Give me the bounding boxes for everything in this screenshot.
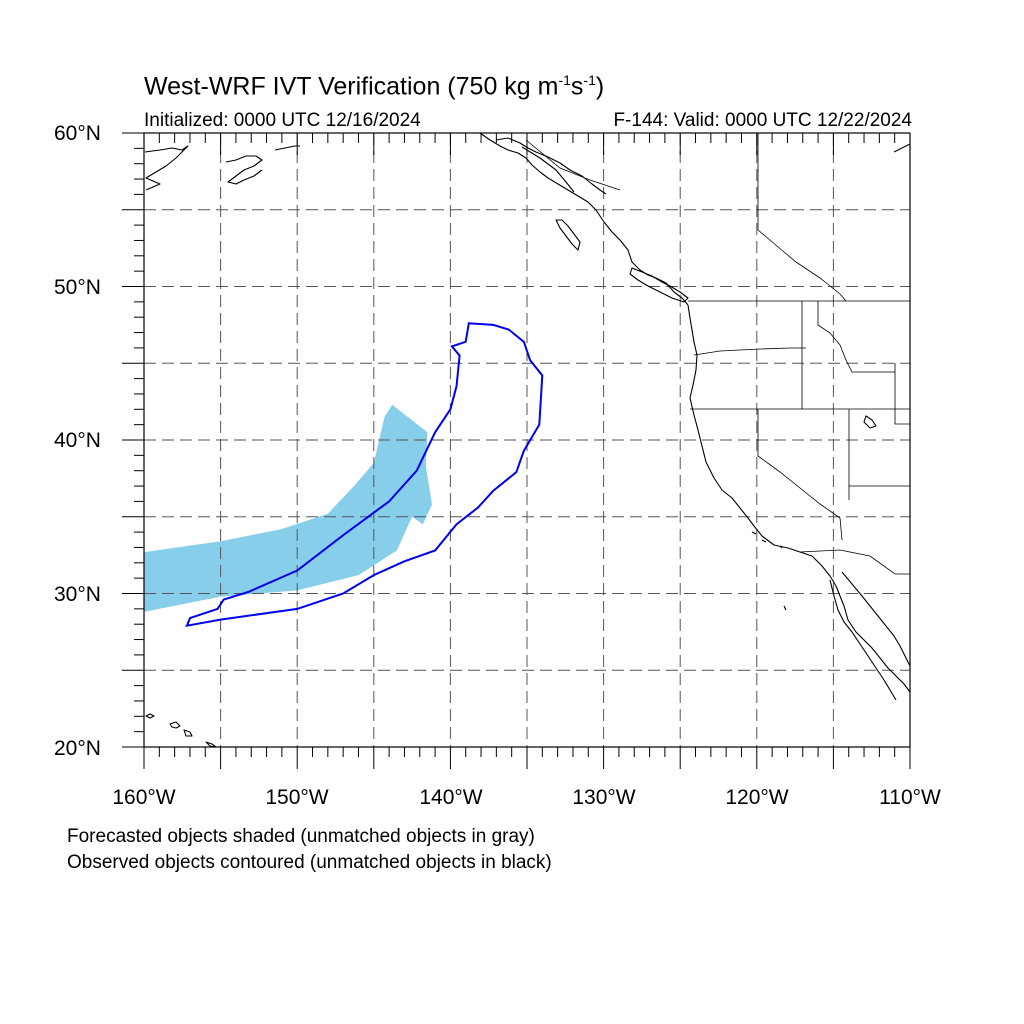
coastline-hawaii-2 xyxy=(169,721,181,729)
valid-label: F-144: Valid: 0000 UTC 12/22/2024 xyxy=(613,110,912,131)
coastline-hawaii-4 xyxy=(205,741,217,748)
title-sup-1: -1 xyxy=(558,72,571,88)
lon-label-120w: 120°W xyxy=(725,786,789,809)
lat-label-30n: 30°N xyxy=(54,583,101,606)
graticule xyxy=(144,133,910,747)
coastline-vancouver-island xyxy=(629,267,689,303)
border-mt-wy xyxy=(894,363,910,425)
lon-label-150w: 150°W xyxy=(265,786,329,809)
coastline-hawaii-1 xyxy=(145,713,155,719)
lon-label-130w: 130°W xyxy=(572,786,636,809)
border-id-mt xyxy=(817,301,895,373)
border-us-mexico xyxy=(799,549,910,575)
coastline-alaska-interior xyxy=(495,137,607,195)
lat-label-40n: 40°N xyxy=(54,429,101,452)
island-channel-3 xyxy=(779,545,783,549)
lat-label-60n: 60°N xyxy=(54,122,101,145)
axis-ticks xyxy=(122,132,911,769)
title-sup-2: -1 xyxy=(583,72,596,88)
forecast-object xyxy=(144,404,432,612)
coastline-alaska-peninsula xyxy=(225,155,263,185)
chart-title: West-WRF IVT Verification (750 kg m-1s-1… xyxy=(144,72,604,101)
coastline-kodiak xyxy=(144,145,189,191)
island-guadalupe xyxy=(783,605,787,611)
coastline-alaska-inner xyxy=(521,146,575,193)
coastline-yukon-top xyxy=(893,143,911,153)
border-ca-nv xyxy=(757,409,843,541)
title-close: ) xyxy=(595,72,605,101)
coastline-kenai xyxy=(274,145,300,151)
island-channel-2 xyxy=(761,539,767,543)
political-boundaries xyxy=(525,133,910,575)
coastline-haida-gwaii xyxy=(555,219,581,251)
lon-label-140w: 140°W xyxy=(419,786,483,809)
border-bc-alberta xyxy=(757,133,847,302)
coastline-west-us xyxy=(687,304,911,693)
lon-label-110w: 110°W xyxy=(879,786,941,809)
border-wa-or xyxy=(693,347,806,356)
title-text: West-WRF IVT Verification (750 kg m xyxy=(144,72,559,101)
forecast-object-layer xyxy=(144,404,432,612)
lat-label-50n: 50°N xyxy=(54,276,101,299)
lon-label-160w: 160°W xyxy=(112,786,176,809)
border-yukon-bc xyxy=(525,139,621,191)
initialized-label: Initialized: 0000 UTC 12/16/2024 xyxy=(144,110,421,131)
legend-note-forecast: Forecasted objects shaded (unmatched obj… xyxy=(67,826,535,847)
observed-object xyxy=(185,322,544,628)
island-channel-1 xyxy=(751,531,757,535)
title-s: s xyxy=(570,72,584,101)
coastline-gulf-california xyxy=(841,571,911,667)
lat-label-20n: 20°N xyxy=(54,737,101,760)
coastline-baja xyxy=(829,579,897,701)
lake-great-salt xyxy=(863,415,877,429)
observed-object-layer xyxy=(185,322,544,628)
coastline-hawaii-3 xyxy=(183,729,193,737)
legend-note-observed: Observed objects contoured (unmatched ob… xyxy=(67,852,552,873)
